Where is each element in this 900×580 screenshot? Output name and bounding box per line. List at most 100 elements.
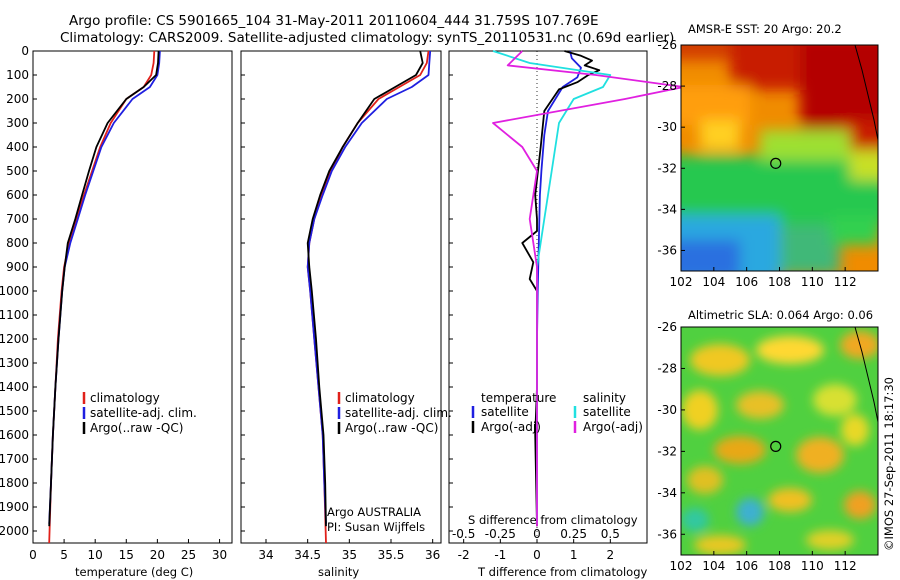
sst-map-panel: 102 104 106 108 110 112 -26 -28 -30 -32 -34 -36 bbox=[657, 38, 879, 289]
y-tick-label: 400 bbox=[6, 140, 29, 154]
temperature-series-climatology bbox=[48, 50, 156, 544]
y-tick-label: 1100 bbox=[0, 308, 29, 322]
y-tick-label: 1500 bbox=[0, 404, 29, 418]
x-tick-label: -2 bbox=[458, 548, 470, 562]
y-tick-label: 700 bbox=[6, 212, 29, 226]
salinity-panel: 34 34.5 35 35.5 36 bbox=[240, 50, 442, 562]
temperature-legend: climatology satellite-adj. clim. Argo(..… bbox=[82, 391, 197, 435]
x-tick-label: -1 bbox=[494, 548, 506, 562]
legend-title-temperature: temperature bbox=[481, 391, 556, 405]
sst-field bbox=[681, 45, 878, 271]
footer-stamp: ©IMOS 27-Sep-2011 18:17:30 bbox=[882, 377, 896, 551]
annotation-argo-australia: Argo AUSTRALIA bbox=[327, 505, 421, 519]
x-tick-label: 1 bbox=[570, 548, 578, 562]
y-tick-label: -30 bbox=[657, 403, 677, 417]
argo-location-marker bbox=[770, 157, 782, 169]
x-tick-label: 0 bbox=[533, 548, 541, 562]
x-tick-label: 112 bbox=[834, 275, 857, 289]
x-tick-label: 104 bbox=[702, 559, 725, 573]
sst-map-title: AMSR-E SST: 20 Argo: 20.2 bbox=[688, 22, 842, 36]
y-tick-label: -34 bbox=[657, 486, 677, 500]
y-tick-label: 1900 bbox=[0, 500, 29, 514]
y-tick-label: 800 bbox=[6, 236, 29, 250]
axes-frame bbox=[448, 50, 648, 544]
difference-series-s-argo bbox=[492, 50, 685, 527]
x-tick-label: 104 bbox=[702, 275, 725, 289]
annotation-pi: PI: Susan Wijffels bbox=[327, 520, 425, 534]
y-tick-label: 600 bbox=[6, 188, 29, 202]
y-tick-label: 1300 bbox=[0, 356, 29, 370]
y-tick-label: -32 bbox=[657, 444, 677, 458]
x-tick-label: 0 bbox=[29, 548, 37, 562]
legend-title-salinity: salinity bbox=[583, 391, 626, 405]
legend-satellite: satellite-adj. clim. bbox=[90, 406, 197, 420]
x-tick-label: 106 bbox=[735, 559, 758, 573]
y-tick-label: -34 bbox=[657, 202, 677, 216]
legend-s-argo: Argo(-adj) bbox=[583, 420, 643, 434]
x-tick-label: 25 bbox=[181, 548, 196, 562]
temperature-panel: 0 5 10 15 20 25 300100200300400500600700800900… bbox=[0, 44, 233, 562]
x-tick-label: 2 bbox=[607, 548, 615, 562]
x-tick-label: 106 bbox=[735, 275, 758, 289]
legend-climatology: climatology bbox=[90, 391, 160, 405]
y-tick-label: 900 bbox=[6, 260, 29, 274]
x-tick-label: 30 bbox=[212, 548, 227, 562]
t-difference-xlabel: T difference from climatology bbox=[477, 565, 648, 579]
argo-location-marker bbox=[770, 440, 782, 452]
y-tick-label: 0 bbox=[21, 44, 29, 58]
y-tick-label: -26 bbox=[657, 320, 677, 334]
figure-title-line2: Climatology: CARS2009. Satellite-adjuste… bbox=[60, 30, 674, 46]
coastline bbox=[854, 45, 878, 141]
salinity-series-satellite bbox=[306, 50, 432, 524]
x-tick-label: 5 bbox=[60, 548, 68, 562]
legend-argo: Argo(..raw -QC) bbox=[345, 421, 438, 435]
y-tick-label: -32 bbox=[657, 161, 677, 175]
y-tick-label: -28 bbox=[657, 361, 677, 375]
s-tick-label: 0.25 bbox=[560, 527, 587, 541]
difference-series-t-argo bbox=[521, 50, 601, 527]
x-tick-label: 112 bbox=[834, 559, 857, 573]
y-tick-label: 1000 bbox=[0, 284, 29, 298]
coastline bbox=[854, 327, 878, 423]
x-tick-label: 110 bbox=[801, 275, 824, 289]
y-tick-label: 100 bbox=[6, 68, 29, 82]
salinity-series-argo bbox=[306, 50, 424, 527]
y-tick-label: 500 bbox=[6, 164, 29, 178]
y-tick-label: -26 bbox=[657, 38, 677, 52]
sla-map-panel: 102 104 106 108 110 112 -26 -28 -30 -32 -34 -36 bbox=[657, 320, 879, 573]
x-tick-label: 35 bbox=[342, 548, 357, 562]
s-tick-label: 0 bbox=[533, 527, 541, 541]
x-tick-label: 15 bbox=[119, 548, 134, 562]
x-tick-label: 102 bbox=[670, 275, 693, 289]
legend-argo: Argo(..raw -QC) bbox=[90, 421, 183, 435]
temperature-series-argo bbox=[48, 50, 160, 527]
legend-satellite: satellite-adj. clim. bbox=[345, 406, 452, 420]
temperature-series-satellite bbox=[48, 50, 161, 524]
y-tick-label: 1600 bbox=[0, 428, 29, 442]
s-difference-label: S difference from climatology bbox=[468, 513, 638, 527]
y-tick-label: 1400 bbox=[0, 380, 29, 394]
legend-t-argo: Argo(-adj) bbox=[481, 420, 541, 434]
salinity-xlabel: salinity bbox=[318, 565, 359, 579]
temperature-xlabel: temperature (deg C) bbox=[75, 565, 193, 579]
sla-map-title: Altimetric SLA: 0.064 Argo: 0.06 bbox=[688, 308, 873, 322]
x-tick-label: 110 bbox=[801, 559, 824, 573]
salinity-series-climatology bbox=[306, 50, 430, 544]
s-tick-label: -0.5 bbox=[452, 527, 475, 541]
x-tick-label: 34 bbox=[258, 548, 273, 562]
y-tick-label: 200 bbox=[6, 92, 29, 106]
y-tick-label: -28 bbox=[657, 79, 677, 93]
s-tick-label: 0.5 bbox=[601, 527, 620, 541]
salinity-legend: climatology satellite-adj. clim. Argo(..… bbox=[337, 391, 452, 435]
y-tick-label: 300 bbox=[6, 116, 29, 130]
legend-climatology: climatology bbox=[345, 391, 415, 405]
y-tick-label: -36 bbox=[657, 243, 677, 257]
x-tick-label: 34.5 bbox=[294, 548, 321, 562]
y-tick-label: 1800 bbox=[0, 476, 29, 490]
legend-t-satellite: satellite bbox=[481, 405, 529, 419]
difference-legend: temperature salinity satellite Argo(-adj… bbox=[471, 391, 643, 434]
legend-s-satellite: satellite bbox=[583, 405, 631, 419]
y-tick-label: 2000 bbox=[0, 524, 29, 538]
axes-frame bbox=[32, 50, 233, 544]
